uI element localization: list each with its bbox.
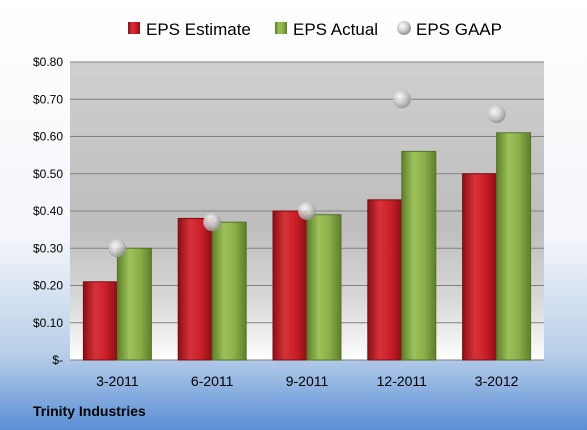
y-axis-ticks: $- $0.10 $0.20 $0.30 $0.40 $0.50 $0.60 $0.70 $0.… [33,55,63,367]
legend-label-estimate: EPS Estimate [146,20,251,39]
legend-swatch-actual [275,22,287,34]
x-tick-label: 6-2011 [191,373,234,389]
y-tick-label: $0.80 [33,55,63,69]
y-tick-label: $0.50 [33,167,63,181]
y-tick-label: $0.60 [33,130,63,144]
x-axis-ticks: 3-2011 6-2011 9-2011 12-2011 3-2012 [96,373,518,389]
x-tick-label: 9-2011 [286,373,329,389]
bar-actual [116,247,152,361]
legend-item-estimate: EPS Estimate [128,20,251,39]
gaap-point [487,105,506,124]
gaap-point [392,90,411,109]
gaap-point [108,239,127,258]
legend-item-actual: EPS Actual [275,20,378,39]
bar-actual [306,214,342,361]
y-tick-label: $0.30 [33,241,63,255]
legend-label-gaap: EPS GAAP [416,20,502,39]
bar-estimate [82,281,118,361]
bar-estimate [177,217,213,361]
bar-actual [211,221,247,361]
bar-estimate [272,210,308,361]
gaap-point [203,213,222,232]
y-tick-label: $0.10 [33,316,63,330]
bar-actual [401,150,437,361]
x-tick-label: 12-2011 [377,373,428,389]
bar-actual [496,132,532,361]
gaap-point [298,202,316,220]
bars [82,132,532,361]
legend-label-actual: EPS Actual [293,20,378,39]
company-name: Trinity Industries [33,403,146,419]
gaap-points [108,90,506,258]
y-tick-label: $0.70 [33,92,63,106]
legend-swatch-estimate [128,22,140,34]
bar-estimate [367,199,403,361]
x-tick-label: 3-2011 [96,373,139,389]
y-tick-label: $0.40 [33,204,63,218]
legend-item-gaap: EPS GAAP [397,20,502,39]
x-tick-label: 3-2012 [475,373,519,389]
bar-estimate [462,173,498,361]
legend-swatch-gaap [397,21,411,35]
legend: EPS Estimate EPS Actual EPS GAAP [128,20,502,39]
y-tick-label: $- [52,353,63,367]
y-tick-label: $0.20 [33,279,63,293]
